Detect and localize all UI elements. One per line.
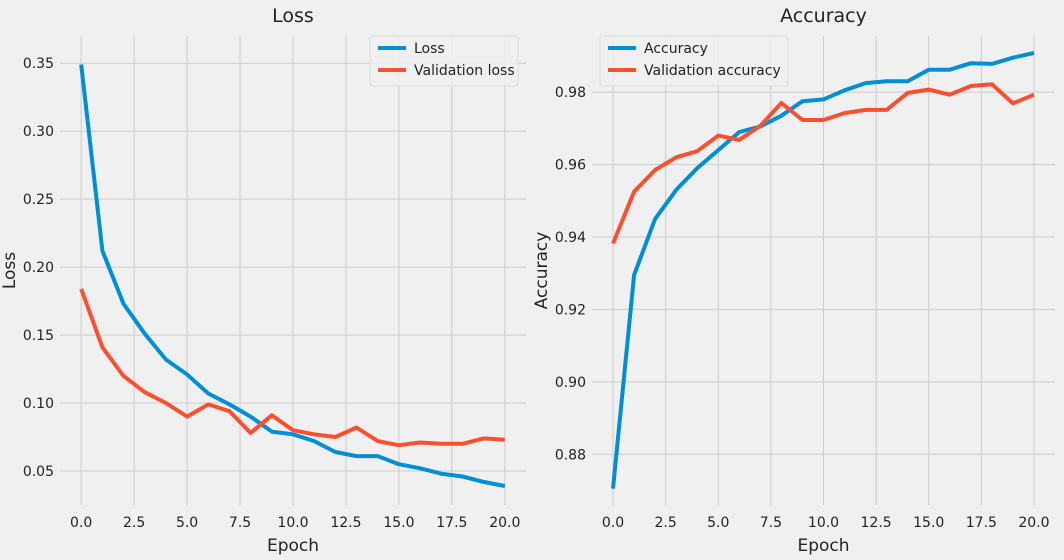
series-line-accuracy [611, 51, 1035, 489]
x-axis-label: Epoch [267, 536, 319, 556]
loss-chart-panel: 0.0 2.5 5.0 7.5 10.0 12.5 15.0 17.5 20.0 0.05 0.10… [0, 5, 526, 556]
x-tick-label: 20.0 [489, 515, 520, 531]
x-tick-label: 0.0 [602, 515, 624, 531]
x-tick-label: 5.0 [176, 515, 198, 531]
legend-label: Validation accuracy [644, 63, 781, 79]
legend-label: Validation loss [414, 63, 515, 79]
chart-title: Loss [272, 5, 314, 27]
legend-box [369, 35, 519, 87]
y-tick-label: 0.25 [23, 192, 54, 208]
legend: Loss Validation loss [369, 35, 519, 87]
y-axis-label: Accuracy [532, 232, 552, 310]
x-axis-label: Epoch [797, 536, 849, 556]
x-tick-label: 10.0 [277, 515, 308, 531]
series-line-validation-accuracy [611, 82, 1035, 245]
series-line-validation-loss [79, 288, 505, 448]
x-tick-label: 12.5 [861, 515, 892, 531]
y-tick-label: 0.98 [555, 85, 586, 101]
series-line-loss [79, 64, 506, 488]
x-tick-label: 17.5 [436, 515, 467, 531]
x-tick-label: 10.0 [808, 515, 839, 531]
x-tick-label: 2.5 [123, 515, 145, 531]
y-tick-label: 0.90 [555, 375, 586, 391]
x-tick-label: 17.5 [966, 515, 997, 531]
legend-label: Loss [414, 41, 445, 57]
x-tick-label: 15.0 [913, 515, 944, 531]
legend: Accuracy Validation accuracy [599, 35, 789, 87]
x-tick-label: 0.0 [70, 515, 92, 531]
y-tick-label: 0.10 [23, 396, 54, 412]
x-tick-label: 7.5 [229, 515, 251, 531]
chart-title: Accuracy [780, 5, 867, 27]
x-tick-label: 5.0 [707, 515, 729, 531]
y-tick-label: 0.92 [555, 302, 586, 318]
x-tick-label: 2.5 [655, 515, 677, 531]
y-tick-label: 0.96 [555, 158, 586, 174]
x-tick-label: 12.5 [330, 515, 361, 531]
legend-box [599, 35, 789, 87]
y-tick-label: 0.05 [23, 464, 54, 480]
y-tick-label: 0.94 [555, 230, 586, 246]
y-tick-label: 0.30 [23, 124, 54, 140]
x-tick-label: 15.0 [383, 515, 414, 531]
x-tick-label: 7.5 [760, 515, 782, 531]
y-tick-label: 0.35 [23, 56, 54, 72]
y-axis-label: Loss [0, 252, 20, 289]
y-tick-label: 0.88 [555, 447, 586, 463]
y-tick-label: 0.15 [23, 328, 54, 344]
x-tick-label: 20.0 [1018, 515, 1049, 531]
accuracy-chart-panel: 0.0 2.5 5.0 7.5 10.0 12.5 15.0 17.5 20.0 0.88 0.90… [532, 5, 1055, 556]
y-tick-label: 0.20 [23, 260, 54, 276]
legend-label: Accuracy [644, 41, 708, 57]
